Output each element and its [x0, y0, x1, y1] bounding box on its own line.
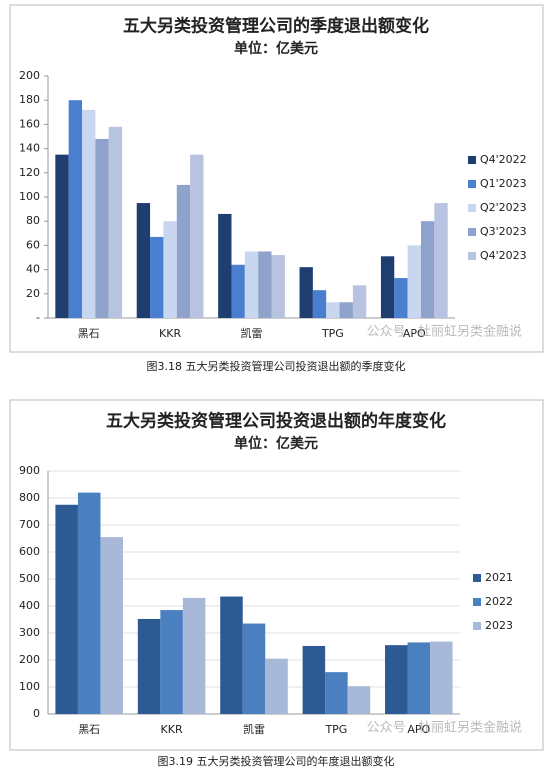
legend-label: Q1'2023: [480, 177, 527, 190]
bar: [434, 203, 448, 318]
bar: [302, 645, 326, 714]
bar: [420, 221, 435, 318]
bar: [352, 285, 367, 318]
bar: [326, 302, 340, 318]
bar: [380, 256, 395, 318]
bar: [347, 686, 371, 714]
legend-swatch: [468, 180, 476, 188]
bar: [82, 109, 96, 318]
legend-swatch: [473, 574, 481, 582]
y-tick-label: 20: [26, 287, 40, 300]
watermark: 公众号 · 杜丽虹另类金融说: [367, 324, 522, 340]
legend-swatch: [468, 204, 476, 212]
y-tick-label: 800: [19, 491, 40, 504]
caption: 图3.19 五大另类投资管理公司的年度退出额变化: [158, 754, 395, 768]
legend-label: Q4'2023: [480, 249, 527, 262]
y-tick-label: 600: [19, 545, 40, 558]
legend-swatch: [473, 622, 481, 630]
y-tick-label: 200: [19, 69, 40, 82]
y-tick-label: 200: [19, 653, 40, 666]
chart-subtitle: 单位：亿美元: [234, 435, 318, 452]
y-tick-label: -: [36, 311, 40, 324]
x-tick-label: 黑石: [78, 327, 100, 340]
x-tick-label: 凯雷: [243, 723, 265, 736]
legend-label: Q3'2023: [480, 225, 527, 238]
y-tick-label: 0: [33, 707, 40, 720]
y-tick-label: 100: [19, 190, 40, 203]
y-tick-label: 140: [19, 142, 40, 155]
bar: [242, 623, 266, 714]
bar: [339, 302, 353, 318]
bar: [108, 126, 123, 318]
bar: [190, 154, 204, 318]
chart-title: 五大另类投资管理公司投资退出额的年度变化: [106, 411, 446, 432]
x-tick-label: APO: [403, 327, 426, 340]
bar: [244, 251, 259, 318]
y-tick-label: 160: [19, 117, 40, 130]
y-tick-label: 120: [19, 166, 40, 179]
bar: [220, 596, 243, 714]
bar: [137, 618, 161, 714]
bar: [100, 537, 123, 714]
y-tick-label: 100: [19, 680, 40, 693]
y-tick-label: 700: [19, 518, 40, 531]
x-tick-label: KKR: [161, 723, 183, 736]
caption: 图3.18 五大另类投资管理公司投资退出额的季度变化: [147, 359, 406, 373]
chart-subtitle: 单位：亿美元: [234, 40, 318, 57]
x-tick-label: 凯雷: [241, 327, 263, 340]
y-tick-label: 400: [19, 599, 40, 612]
bar: [77, 492, 101, 714]
bar: [430, 641, 453, 714]
bar: [325, 672, 348, 714]
bar: [407, 642, 431, 714]
y-tick-label: 500: [19, 572, 40, 585]
legend-swatch: [473, 598, 481, 606]
y-tick-label: 900: [19, 464, 40, 477]
bar: [299, 267, 313, 318]
legend-label: Q2'2023: [480, 201, 527, 214]
y-tick-label: 180: [19, 93, 40, 106]
x-tick-label: 黑石: [78, 723, 100, 736]
bar: [394, 278, 408, 318]
legend-label: Q4'2022: [480, 153, 527, 166]
bar: [55, 504, 78, 714]
y-tick-label: 60: [26, 238, 40, 251]
bar: [95, 138, 109, 318]
bar: [218, 213, 232, 318]
bar: [163, 221, 177, 318]
chart-title: 五大另类投资管理公司的季度退出额变化: [123, 16, 429, 37]
bar: [271, 255, 285, 318]
y-tick-label: 40: [26, 263, 40, 276]
legend-label: 2023: [485, 619, 513, 632]
bar: [385, 645, 408, 714]
legend-label: 2021: [485, 571, 513, 584]
bar: [55, 154, 69, 318]
watermark: 公众号 · 杜丽虹另类金融说: [367, 720, 522, 736]
x-tick-label: TPG: [324, 723, 347, 736]
bar: [136, 203, 151, 318]
x-tick-label: TPG: [321, 327, 344, 340]
legend-label: 2022: [485, 595, 513, 608]
bar: [176, 184, 191, 318]
legend-swatch: [468, 228, 476, 236]
legend-swatch: [468, 252, 476, 260]
bar: [150, 236, 164, 318]
bar: [258, 251, 272, 318]
x-tick-label: KKR: [159, 327, 181, 340]
x-tick-label: APO: [407, 723, 430, 736]
y-tick-label: 80: [26, 214, 40, 227]
bar: [407, 245, 421, 318]
y-tick-label: 300: [19, 626, 40, 639]
legend-swatch: [468, 156, 476, 164]
bar: [182, 597, 206, 714]
bar: [160, 610, 183, 714]
bar: [231, 264, 245, 318]
bar: [265, 658, 288, 714]
bar: [312, 290, 327, 318]
bar: [68, 100, 83, 318]
